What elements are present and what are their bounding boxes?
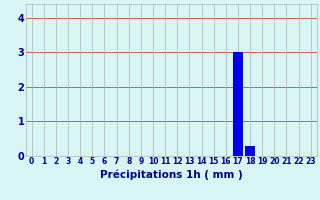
X-axis label: Précipitations 1h ( mm ): Précipitations 1h ( mm ) (100, 169, 243, 180)
Bar (233, 52, 243, 156)
Bar (245, 146, 255, 156)
